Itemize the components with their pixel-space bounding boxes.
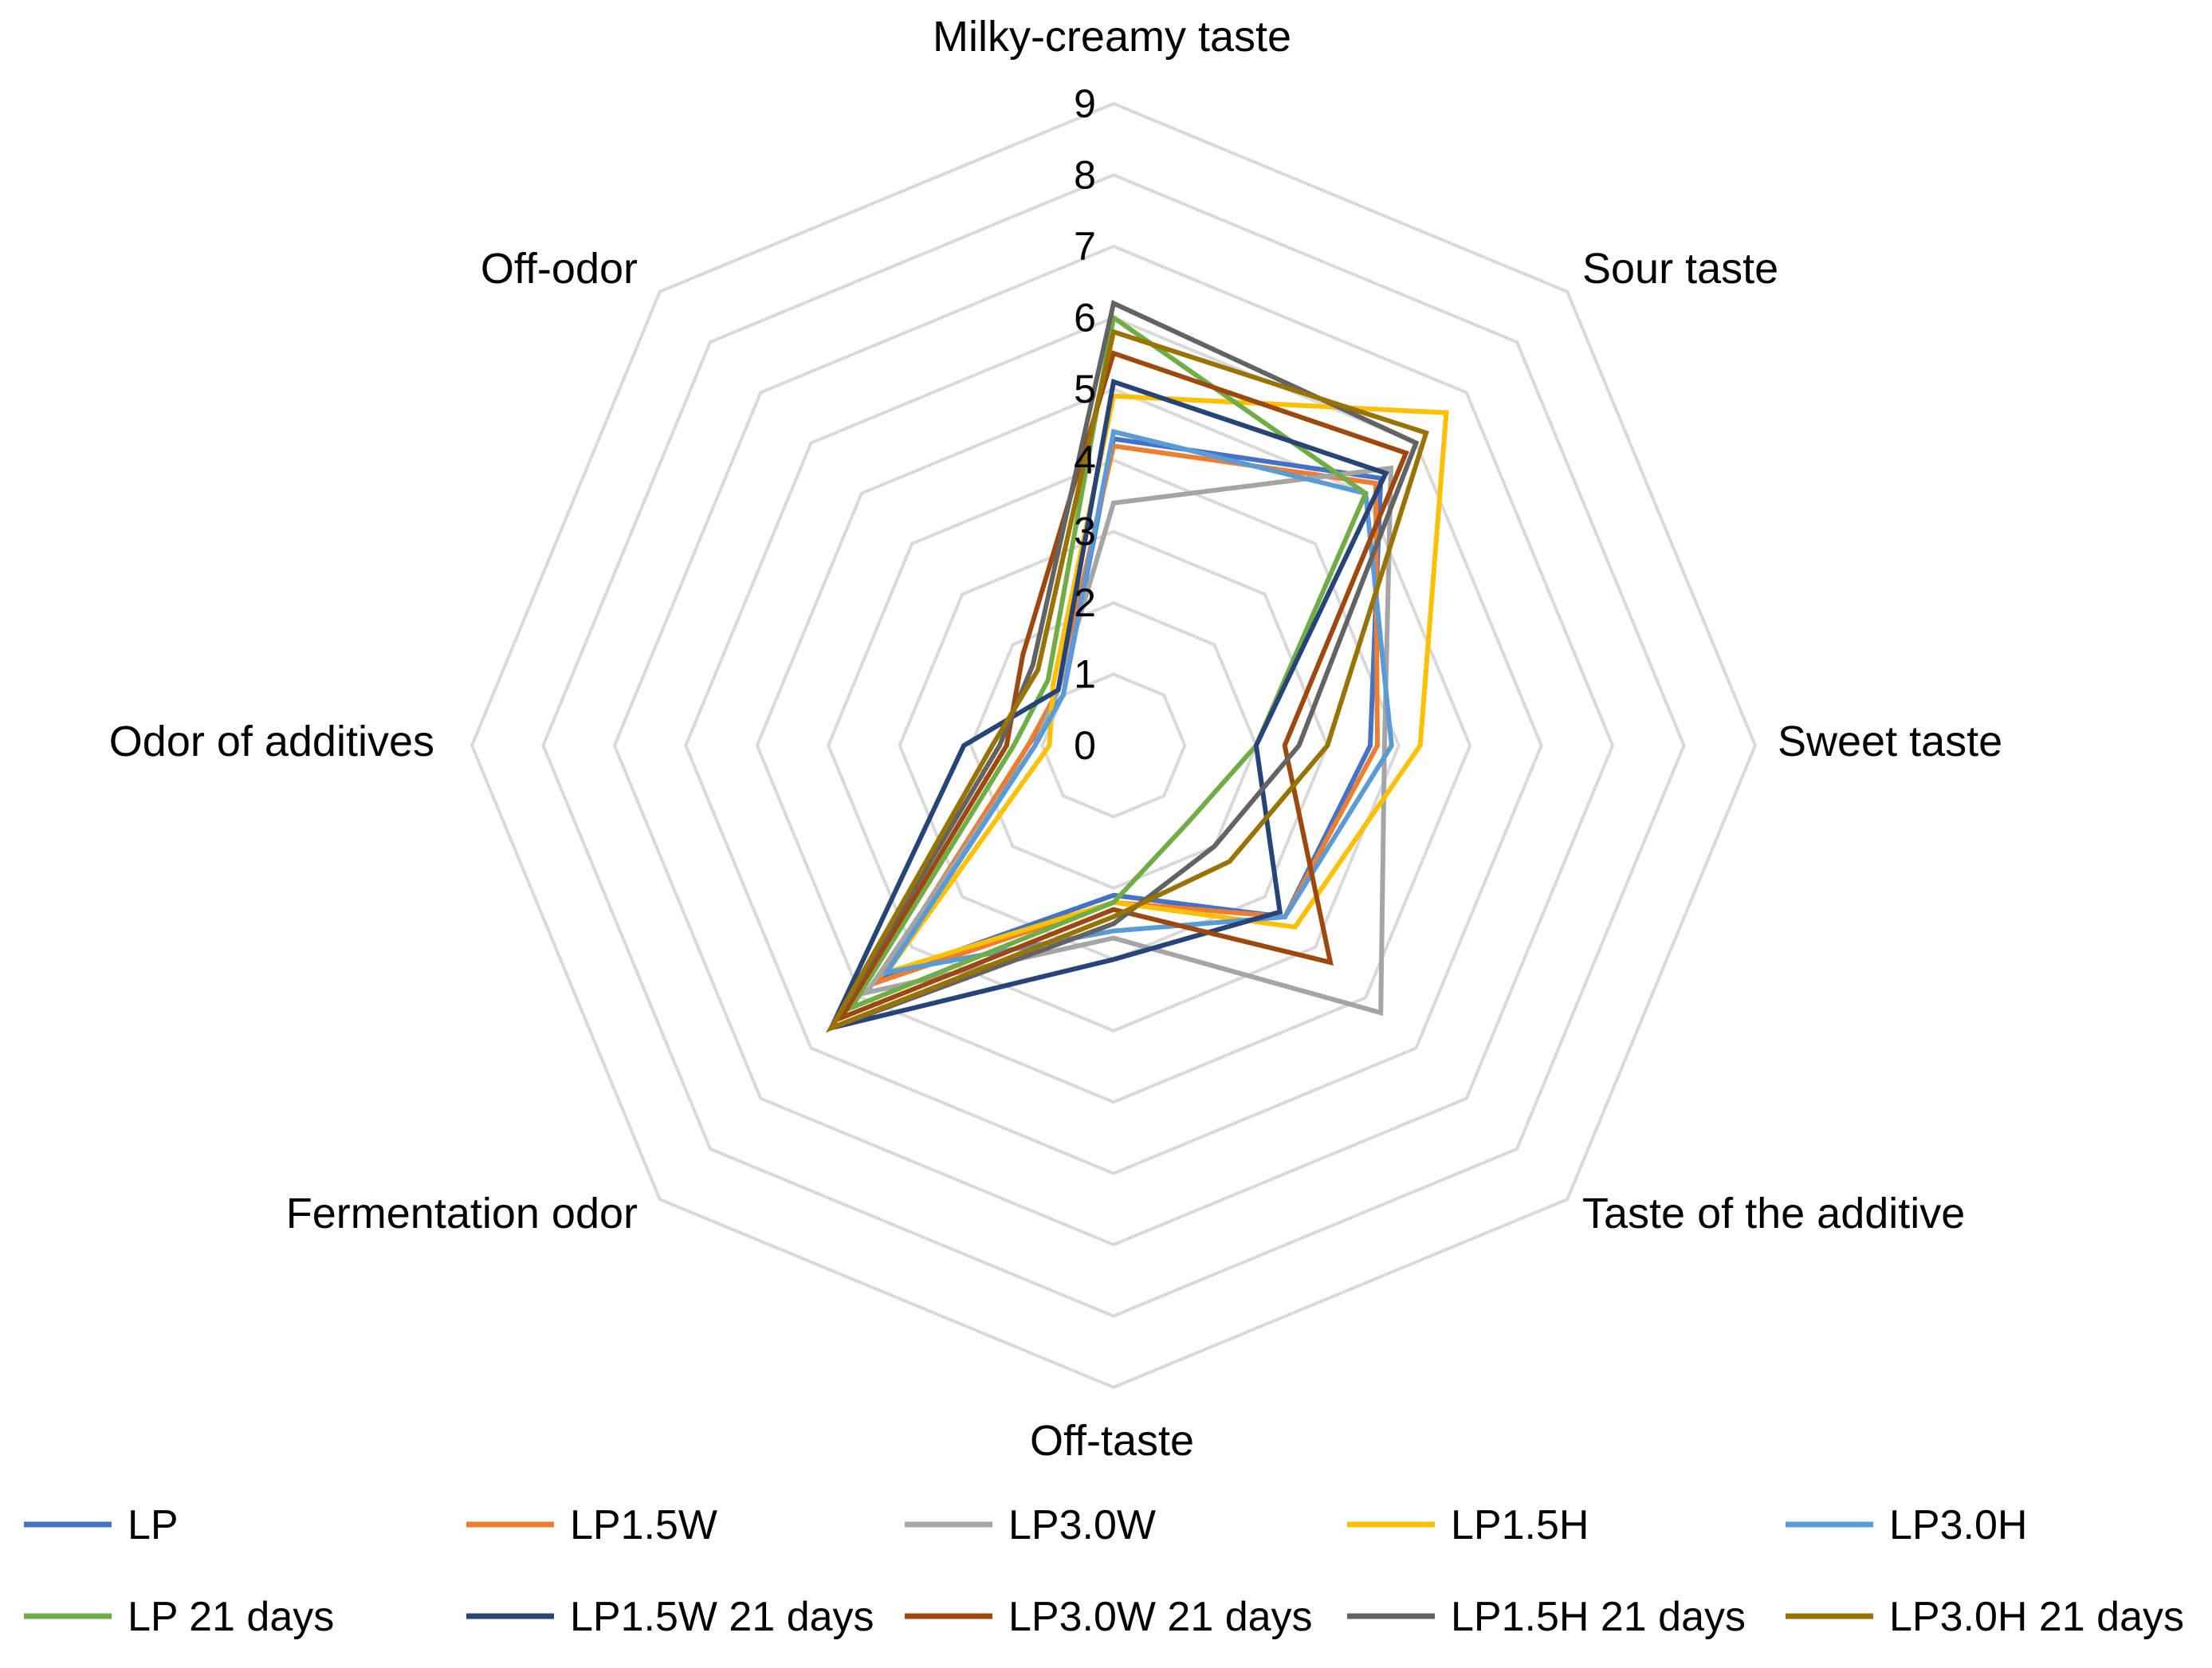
legend-item-lp1-5h: LP1.5H	[1347, 1502, 1589, 1548]
legend-label-lp3-0h-21-days: LP3.0H 21 days	[1889, 1594, 2184, 1640]
grid-ring-4	[827, 458, 1401, 1033]
legend-item-lp1-5h-21-days: LP1.5H 21 days	[1347, 1594, 1746, 1640]
legend-item-lp3-0h-21-days: LP3.0H 21 days	[1786, 1594, 2184, 1640]
axis-label-sour-taste: Sour taste	[1582, 245, 1778, 293]
grid-ring-5	[755, 387, 1472, 1104]
series-line-lp	[875, 436, 1384, 982]
radial-tick-labels: 0 1 2 3 4 5 6 7 8 9	[1074, 81, 1096, 768]
legend-item-lp3-0h: LP3.0H	[1786, 1502, 2027, 1548]
legend-item-lp1-5w: LP1.5W	[466, 1502, 717, 1548]
legend-item-lp-21-days: LP 21 days	[24, 1594, 334, 1640]
axis-label-sweet-taste: Sweet taste	[1778, 718, 2002, 765]
axis-label-off-taste: Off-taste	[1030, 1417, 1194, 1465]
tick-label-4: 4	[1074, 438, 1096, 482]
tick-label-7: 7	[1074, 224, 1096, 269]
legend-item-lp3-0w-21-days: LP3.0W 21 days	[905, 1594, 1313, 1640]
series-line-lp3-0w-21-days	[835, 350, 1409, 1023]
grid-ring-9	[470, 101, 1758, 1390]
tick-label-9: 9	[1074, 81, 1096, 126]
grid-ring-6	[684, 316, 1543, 1175]
radar-grid	[470, 101, 1758, 1390]
legend: LP LP1.5W LP3.0W LP1.5H LP3.0H LP 21 days LP1.…	[24, 1502, 2184, 1640]
tick-label-6: 6	[1074, 295, 1096, 340]
legend-item-lp3-0w: LP3.0W	[905, 1502, 1156, 1548]
legend-label-lp3-0h: LP3.0H	[1889, 1502, 2027, 1548]
legend-label-lp-21-days: LP 21 days	[128, 1594, 334, 1640]
tick-label-5: 5	[1074, 367, 1096, 411]
axis-label-odor-of-additives: Odor of additives	[109, 718, 434, 765]
grid-ring-7	[612, 244, 1615, 1247]
axis-label-fermentation-odor: Fermentation odor	[286, 1190, 638, 1237]
tick-label-8: 8	[1074, 152, 1096, 197]
axis-labels: Milky-creamy taste Sour taste Sweet tast…	[109, 13, 2002, 1465]
legend-label-lp1-5h-21-days: LP1.5H 21 days	[1451, 1594, 1746, 1640]
legend-label-lp3-0w: LP3.0W	[1008, 1502, 1156, 1548]
tick-label-3: 3	[1074, 509, 1096, 554]
series-line-lp1-5h-21-days	[825, 300, 1420, 1033]
legend-item-lp: LP	[24, 1502, 179, 1548]
legend-label-lp1-5w: LP1.5W	[570, 1502, 717, 1548]
grid-ring-2	[968, 600, 1259, 891]
axis-label-milky-creamy-taste: Milky-creamy taste	[933, 13, 1291, 61]
legend-label-lp1-5h: LP1.5H	[1451, 1502, 1589, 1548]
series-line-lp1-5w-21-days	[827, 378, 1389, 1032]
legend-label-lp: LP	[128, 1502, 179, 1548]
axis-label-taste-of-the-additive: Taste of the additive	[1582, 1190, 1965, 1237]
legend-label-lp3-0w-21-days: LP3.0W 21 days	[1008, 1594, 1313, 1640]
series-line-lp3-0h	[882, 428, 1394, 976]
tick-label-2: 2	[1074, 580, 1096, 625]
legend-label-lp1-5w-21-days: LP1.5W 21 days	[570, 1594, 874, 1640]
grid-ring-8	[541, 173, 1686, 1318]
tick-label-0: 0	[1074, 723, 1096, 768]
tick-label-1: 1	[1074, 652, 1096, 697]
legend-item-lp1-5w-21-days: LP1.5W 21 days	[466, 1594, 874, 1640]
series-line-lp3-0h-21-days	[825, 328, 1429, 1033]
radar-series	[825, 300, 1449, 1033]
axis-label-off-odor: Off-odor	[481, 245, 638, 293]
